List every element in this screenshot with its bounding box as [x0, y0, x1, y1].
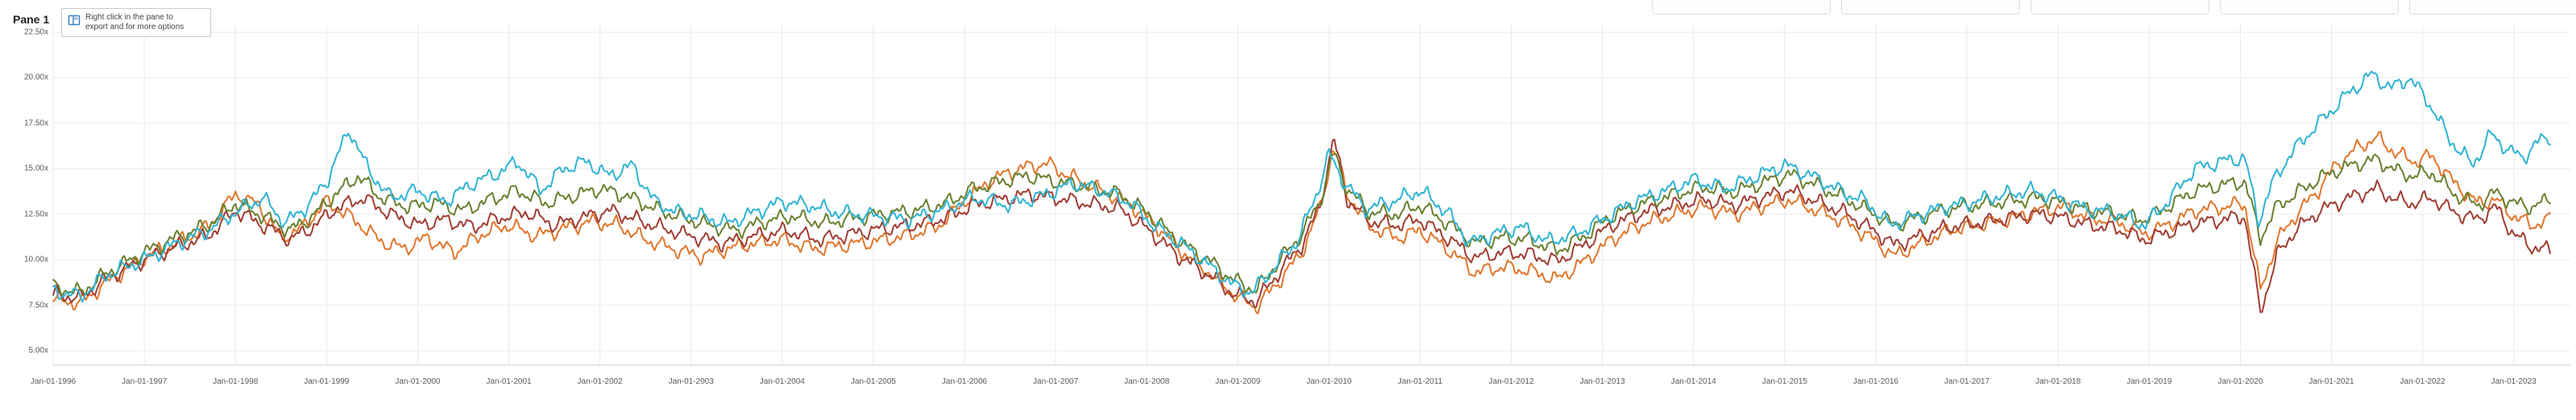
- x-tick-label: Jan-01-2022: [2400, 377, 2445, 386]
- x-tick-label: Jan-01-2008: [1124, 377, 1170, 386]
- x-tick-label: Jan-01-2013: [1579, 377, 1625, 386]
- x-tick-label: Jan-01-1997: [122, 377, 168, 386]
- x-tick-label: Jan-01-2015: [1761, 377, 1807, 386]
- olive-line: [52, 153, 2551, 297]
- x-tick-label: Jan-01-2002: [577, 377, 623, 386]
- cyan-line: [52, 70, 2551, 303]
- x-tick-label: Jan-01-2020: [2217, 377, 2263, 386]
- x-tick-label: Jan-01-2017: [1944, 377, 1990, 386]
- x-tick-label: Jan-01-2010: [1306, 377, 1352, 386]
- x-tick-label: Jan-01-2011: [1397, 377, 1443, 386]
- y-tick-label: 7.50x: [28, 301, 48, 310]
- x-tick-label: Jan-01-2001: [486, 377, 532, 386]
- x-tick-label: Jan-01-2007: [1033, 377, 1079, 386]
- export-hint-text: Right click in the pane to export and fo…: [85, 13, 185, 31]
- x-tick-label: Jan-01-2003: [668, 377, 714, 386]
- y-tick-label: 15.00x: [23, 164, 48, 173]
- x-tick-label: Jan-01-2009: [1215, 377, 1261, 386]
- y-tick-label: 12.50x: [23, 210, 48, 219]
- toolbar-chip[interactable]: [1652, 0, 1831, 15]
- dark-red-line: [52, 139, 2551, 314]
- x-tick-label: Jan-01-2016: [1852, 377, 1899, 386]
- y-tick-label: 5.00x: [28, 346, 48, 356]
- pane-export-icon: [68, 14, 81, 31]
- x-tick-label: Jan-01-1998: [213, 377, 259, 386]
- x-tick-label: Jan-01-2005: [850, 377, 896, 386]
- x-tick-label: Jan-01-1996: [30, 377, 77, 386]
- toolbar-chip[interactable]: [2220, 0, 2399, 15]
- toolbar-chip[interactable]: [2031, 0, 2209, 15]
- export-hint-tooltip: Right click in the pane to export and fo…: [61, 8, 211, 37]
- x-tick-label: Jan-01-1999: [304, 377, 350, 386]
- x-tick-label: Jan-01-2021: [2308, 377, 2354, 386]
- x-tick-label: Jan-01-2014: [1670, 377, 1716, 386]
- y-tick-label: 22.50x: [23, 27, 48, 37]
- top-toolbar-chips: [0, 0, 2576, 15]
- x-tick-label: Jan-01-2006: [941, 377, 988, 386]
- x-tick-label: Jan-01-2023: [2491, 377, 2537, 386]
- orange-line: [52, 131, 2551, 315]
- toolbar-chip[interactable]: [1841, 0, 2020, 15]
- pane-title: Pane 1: [13, 13, 50, 26]
- x-tick-label: Jan-01-2019: [2126, 377, 2172, 386]
- x-tick-label: Jan-01-2018: [2035, 377, 2081, 386]
- toolbar-chip[interactable]: [2409, 0, 2576, 15]
- y-tick-label: 17.50x: [23, 119, 48, 128]
- x-tick-label: Jan-01-2012: [1488, 377, 1534, 386]
- y-tick-label: 20.00x: [23, 73, 48, 82]
- x-tick-label: Jan-01-2004: [759, 377, 805, 386]
- y-tick-label: 10.00x: [23, 255, 48, 264]
- x-tick-label: Jan-01-2000: [395, 377, 441, 386]
